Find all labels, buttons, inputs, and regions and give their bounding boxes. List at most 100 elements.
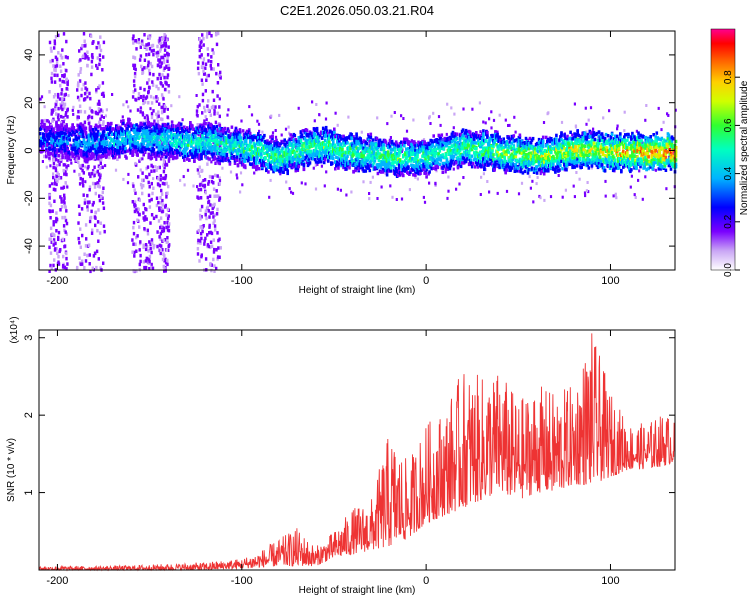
spectrogram-cell	[164, 141, 168, 145]
spectrogram-cell	[256, 157, 259, 161]
spectrogram-cell	[50, 80, 54, 84]
spectrogram-cell	[92, 146, 96, 151]
spectrogram-cell	[63, 215, 67, 220]
spectrogram-cell	[394, 140, 398, 144]
spectrogram-cell	[40, 136, 43, 140]
spectrogram-cell	[209, 245, 212, 249]
spectrogram-cell	[97, 99, 101, 104]
spectrogram-cell	[117, 145, 120, 150]
spectrogram-cell	[160, 125, 163, 130]
spectrogram-cell	[304, 144, 308, 149]
spectrogram-cell	[211, 48, 214, 52]
spectrogram-cell	[458, 142, 461, 146]
spectrogram-cell	[95, 135, 99, 139]
spectrogram-cell	[195, 94, 198, 97]
spectrogram-cell	[368, 149, 372, 154]
spectrogram-cell	[263, 151, 266, 156]
spectrogram-cell	[80, 87, 84, 92]
spectrogram-cell	[201, 133, 204, 138]
spectrogram-cell	[271, 150, 274, 154]
spectrogram-cell	[335, 155, 338, 159]
spectrogram-cell	[153, 119, 156, 123]
spectrogram-cell	[396, 161, 400, 165]
spectrogram-cell	[149, 242, 152, 247]
spectrogram-cell	[165, 225, 168, 230]
spectrogram-cell	[63, 74, 66, 79]
spectrogram-cell	[86, 50, 89, 54]
spectrogram-cell	[48, 90, 51, 94]
spectrogram-cell	[266, 150, 269, 154]
spectrogram-cell	[350, 190, 353, 194]
spectrogram-cell	[164, 41, 167, 45]
spectrogram-cell	[345, 193, 348, 197]
spectrogram-cell	[228, 135, 232, 139]
spectrogram-cell	[61, 215, 64, 220]
spectrogram-cell	[414, 175, 417, 179]
spectrogram-cell	[146, 165, 150, 169]
spectrogram-cell	[133, 188, 136, 192]
spectrogram-cell	[162, 160, 165, 164]
spectrogram-cell	[71, 154, 74, 158]
spectrogram-cell	[285, 140, 288, 144]
spectrogram-cell	[143, 122, 146, 126]
spectrogram-cell	[312, 166, 315, 170]
spectrogram-cell	[389, 151, 393, 155]
spectrogram-cell	[88, 188, 91, 192]
spectrogram-cell	[301, 129, 305, 133]
spectrogram-cell	[630, 174, 633, 178]
spectrogram-cell	[133, 72, 137, 76]
spectrogram-cell	[148, 138, 152, 142]
spectrogram-cell	[161, 105, 165, 110]
spectrogram-cell	[162, 36, 165, 40]
spectrogram-cell	[575, 171, 578, 174]
spectrogram-cell	[175, 135, 179, 139]
spectrogram-cell	[275, 138, 278, 143]
spectrogram-cell	[337, 143, 340, 147]
spectrogram-cell	[54, 35, 58, 39]
spectrogram-cell	[154, 165, 157, 169]
spectrogram-cell	[311, 100, 314, 104]
spectrogram-cell	[142, 101, 145, 106]
spectrogram-cell	[138, 225, 141, 229]
spectrogram-cell	[602, 116, 605, 120]
spectrogram-cell	[166, 220, 169, 225]
spectrogram-cell	[99, 127, 103, 131]
spectrogram-cell	[183, 129, 186, 134]
spectrogram-cell	[377, 143, 381, 147]
spectrogram-cell	[212, 130, 215, 134]
spectrogram-cell	[207, 244, 211, 249]
spectrogram-cell	[218, 142, 222, 146]
spectrogram-cell	[78, 172, 81, 177]
spectrogram-cell	[292, 139, 296, 143]
spectrogram-cell	[157, 63, 160, 68]
spectrogram-cell	[397, 166, 401, 170]
spectrogram-cell	[186, 157, 189, 161]
spectrogram-cell	[102, 186, 105, 190]
spectrogram-cell	[60, 88, 64, 92]
spectrogram-cell	[395, 142, 399, 146]
spectrogram-cell	[277, 155, 280, 159]
spectrogram-cell	[536, 176, 539, 179]
spectrogram-cell	[216, 140, 219, 144]
spectrogram-cell	[355, 151, 358, 155]
spectrogram-cell	[155, 168, 158, 172]
spectrogram-cell	[84, 259, 88, 263]
spectrogram-cell	[288, 155, 291, 160]
spectrogram-cell	[55, 211, 58, 215]
spectrogram-cell	[163, 221, 166, 225]
spectrogram-cell	[90, 171, 94, 176]
spectrogram-cell	[126, 149, 129, 153]
spectrogram-cell	[102, 138, 105, 142]
spectrogram-cell	[276, 144, 279, 148]
spectrogram-cell	[98, 175, 102, 180]
spectrogram-cell	[148, 199, 151, 203]
spectrogram-cell	[529, 186, 532, 190]
spectrogram-cell	[166, 191, 169, 195]
spectrogram-cell	[484, 121, 487, 125]
spectrogram-cell	[623, 110, 626, 114]
spectrogram-cell	[50, 125, 53, 129]
spectrogram-cell	[216, 231, 219, 235]
spectrogram-cell	[118, 128, 121, 132]
spectrogram-cell	[104, 164, 107, 168]
